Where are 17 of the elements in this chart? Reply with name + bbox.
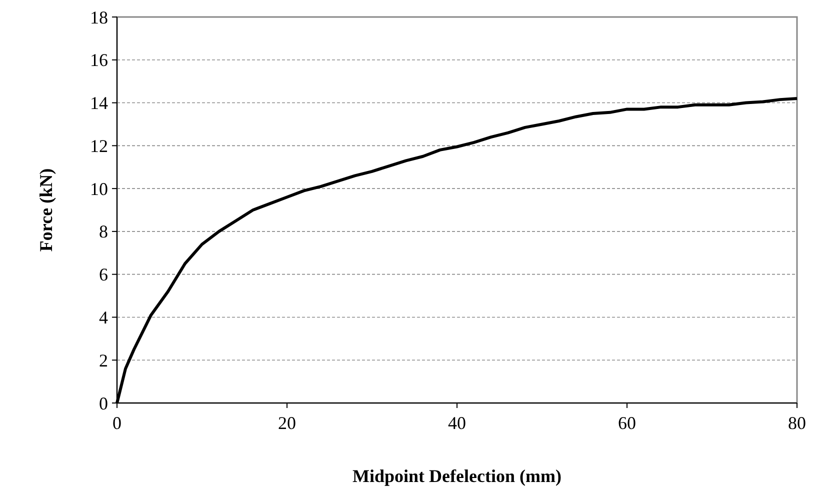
- y-tick-label: 8: [99, 222, 108, 242]
- x-tick-label: 80: [788, 413, 806, 433]
- y-tick-label: 4: [99, 308, 108, 328]
- x-tick-label: 0: [112, 413, 122, 433]
- y-tick-label: 6: [99, 264, 108, 285]
- y-tick-label: 2: [99, 350, 108, 370]
- y-tick-label: 12: [90, 136, 108, 156]
- x-tick-label: 60: [618, 413, 636, 433]
- y-tick-label: 18: [90, 7, 108, 28]
- x-axis-title: Midpoint Defelection (mm): [352, 466, 562, 486]
- y-tick-label: 10: [90, 178, 108, 199]
- x-tick-label: 40: [448, 413, 466, 433]
- y-tick-label: 16: [90, 50, 108, 70]
- y-axis-title: Force (kN): [36, 168, 56, 252]
- x-tick-label: 20: [278, 413, 296, 433]
- y-tick-label: 0: [99, 393, 108, 414]
- y-tick-label: 14: [90, 93, 108, 114]
